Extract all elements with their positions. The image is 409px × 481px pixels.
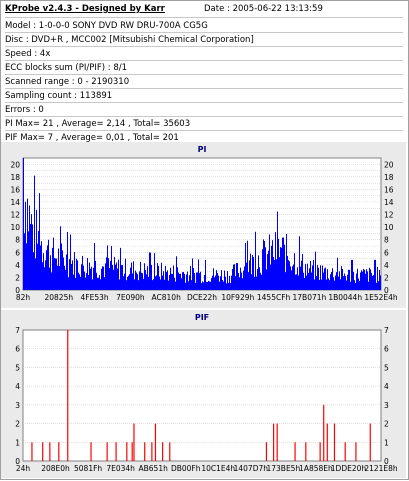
x-tick-label: 10C1E4h	[201, 464, 235, 473]
x-tick-label: 1455CFh	[257, 293, 291, 302]
y-tick-label-right: 10	[384, 223, 394, 232]
y-tick-label-left: 3	[15, 401, 20, 410]
y-tick-label-left: 0	[15, 286, 20, 295]
y-tick-label-right: 7	[384, 326, 389, 335]
y-tick-label-left: 18	[10, 173, 20, 182]
info-errors: Errors : 0	[5, 104, 403, 117]
pif-chart-panel: PIF 0 0 1 1 2 2 3 3 4 4 5 5 6 6 7 7 24h 208E0h 5081Fh 7E034h…	[1, 310, 406, 478]
y-tick-label-right: 18	[384, 173, 394, 182]
x-tick-label: DB00Fh	[171, 464, 201, 473]
x-tick-label: 10F929h	[221, 293, 254, 302]
info-scanned-range: Scanned range : 0 - 2190310	[5, 76, 403, 89]
y-tick-label-right: 4	[384, 382, 389, 391]
x-tick-label: 173BE5h	[266, 464, 300, 473]
y-tick-label-left: 6	[15, 345, 20, 354]
y-tick-label-left: 4	[15, 261, 20, 270]
app-title: KProbe v2.4.3 - Designed by Karr	[5, 4, 165, 14]
info-model: Model : 1-0-0-0 SONY DVD RW DRU-700A CG5…	[5, 20, 403, 33]
x-tick-label: 1DDE20h	[331, 464, 367, 473]
x-tick-label: 24h	[16, 464, 31, 473]
y-tick-label-left: 7	[15, 326, 20, 335]
y-tick-label-right: 5	[384, 363, 389, 372]
info-pi-summary: PI Max= 21 , Average= 2,14 , Total= 3560…	[5, 118, 403, 131]
y-tick-label-right: 3	[384, 401, 389, 410]
x-tick-label: 2121E8h	[364, 464, 398, 473]
y-tick-label-left: 0	[15, 457, 20, 466]
pi-bars	[23, 158, 381, 290]
y-tick-label-left: 2	[15, 273, 20, 282]
x-tick-label: DCE22h	[187, 293, 217, 302]
y-tick-label-right: 16	[384, 185, 394, 194]
info-disc: Disc : DVD+R , MCC002 [Mitsubishi Chemic…	[5, 34, 403, 47]
pif-spikes	[31, 330, 371, 461]
y-tick-label-left: 10	[10, 223, 20, 232]
y-tick-label-right: 12	[384, 211, 394, 220]
x-tick-label: AC810h	[152, 293, 182, 302]
pi-chart: PI 0 0 2 2 4 4 6 6 8 8 10 10 12 12 14 14 16 16 18 18 20 20 82h 2…	[10, 145, 398, 302]
y-tick-label-left: 1	[15, 438, 20, 447]
y-tick-label-right: 1	[384, 438, 389, 447]
report-date: Date : 2005-06-22 13:13:59	[204, 4, 323, 14]
pif-chart: PIF 0 0 1 1 2 2 3 3 4 4 5 5 6 6 7 7 24h 208E0h 5081Fh 7E034h…	[15, 313, 398, 473]
x-tick-label: 7E090h	[116, 293, 145, 302]
y-tick-label-left: 20	[10, 160, 20, 169]
y-tick-label-right: 0	[384, 286, 389, 295]
y-tick-label-right: 0	[384, 457, 389, 466]
x-tick-label: 1E52E4h	[364, 293, 398, 302]
y-tick-label-right: 2	[384, 420, 389, 429]
info-ecc-blocks: ECC blocks sum (PI/PIF) : 8/1	[5, 62, 403, 75]
y-tick-label-left: 14	[10, 198, 20, 207]
x-tick-label: 4FE53h	[81, 293, 109, 302]
y-tick-label-left: 5	[15, 363, 20, 372]
y-tick-label-right: 6	[384, 345, 389, 354]
info-speed: Speed : 4x	[5, 48, 403, 61]
x-tick-label: 20825h	[44, 293, 73, 302]
header-divider	[5, 3, 403, 18]
x-tick-label: 5081Fh	[74, 464, 102, 473]
x-tick-label: 17B071h	[293, 293, 327, 302]
chart-title: PIF	[195, 313, 209, 322]
info-sampling-count: Sampling count : 113891	[5, 90, 403, 103]
y-tick-label-right: 6	[384, 248, 389, 257]
info-pif-summary: PIF Max= 7 , Average= 0,01 , Total= 201	[5, 133, 179, 143]
x-tick-label: 1B0044h	[328, 293, 362, 302]
y-tick-label-left: 12	[10, 211, 20, 220]
pi-chart-panel: PI 0 0 2 2 4 4 6 6 8 8 10 10 12 12 14 14 16 16 18 18 20 20 82h 2…	[1, 142, 406, 308]
y-tick-label-left: 8	[15, 236, 20, 245]
y-tick-label-left: 2	[15, 420, 20, 429]
y-tick-label-right: 2	[384, 273, 389, 282]
y-tick-label-left: 16	[10, 185, 20, 194]
y-tick-label-right: 20	[384, 160, 394, 169]
x-tick-label: 82h	[16, 293, 31, 302]
y-tick-label-right: 8	[384, 236, 389, 245]
chart-title: PI	[198, 145, 207, 154]
y-tick-label-left: 4	[15, 382, 20, 391]
y-tick-label-right: 14	[384, 198, 394, 207]
y-tick-label-left: 6	[15, 248, 20, 257]
x-tick-label: 208E0h	[41, 464, 70, 473]
x-tick-label: 1407D7h	[234, 464, 269, 473]
x-tick-label: 1A858Eh	[299, 464, 333, 473]
y-tick-label-right: 4	[384, 261, 389, 270]
plot-area	[22, 329, 382, 462]
report-info-panel: KProbe v2.4.3 - Designed by Karr Date : …	[1, 1, 406, 143]
x-tick-label: AB651h	[139, 464, 169, 473]
x-tick-label: 7E034h	[106, 464, 135, 473]
